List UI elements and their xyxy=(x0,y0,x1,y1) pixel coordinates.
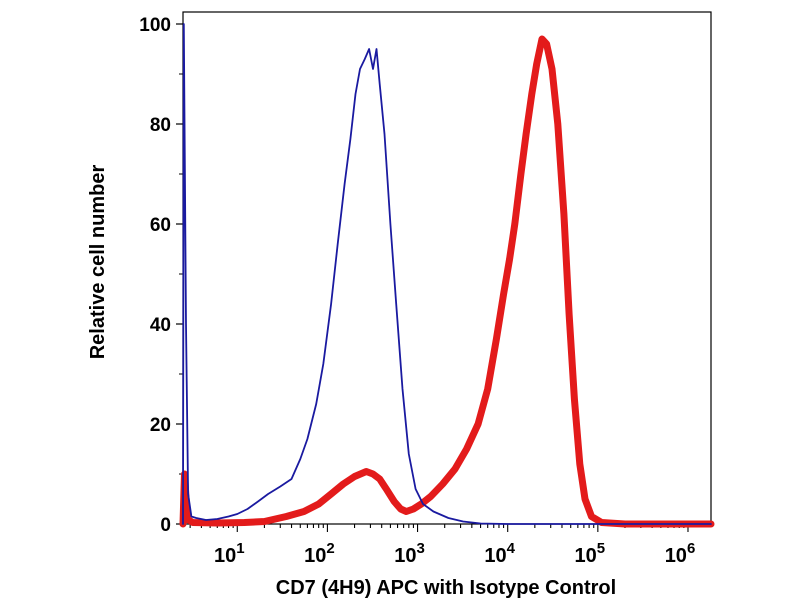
x-tick-label: 102 xyxy=(304,540,335,567)
x-tick-label: 101 xyxy=(214,540,245,567)
series-line-1 xyxy=(179,35,715,528)
y-tick-label: 60 xyxy=(150,215,171,236)
x-tick-label: 105 xyxy=(575,540,606,567)
x-tick-label: 103 xyxy=(394,540,425,567)
y-axis: 0 20 40 60 80 100 xyxy=(139,15,183,536)
y-tick-label: 0 xyxy=(160,515,171,536)
y-tick-label: 80 xyxy=(150,115,171,136)
x-tick-label: 104 xyxy=(484,540,515,567)
x-axis: 101 102 103 104 105 106 xyxy=(189,524,696,567)
y-tick-label: 100 xyxy=(139,15,171,36)
series-layer xyxy=(179,23,715,528)
y-tick-label: 40 xyxy=(150,315,171,336)
series-line-0 xyxy=(182,23,712,525)
y-axis-label: Relative cell number xyxy=(87,165,109,360)
x-tick-label: 106 xyxy=(665,540,696,567)
x-axis-label: CD7 (4H9) APC with Isotype Control xyxy=(276,577,616,599)
y-tick-label: 20 xyxy=(150,415,171,436)
